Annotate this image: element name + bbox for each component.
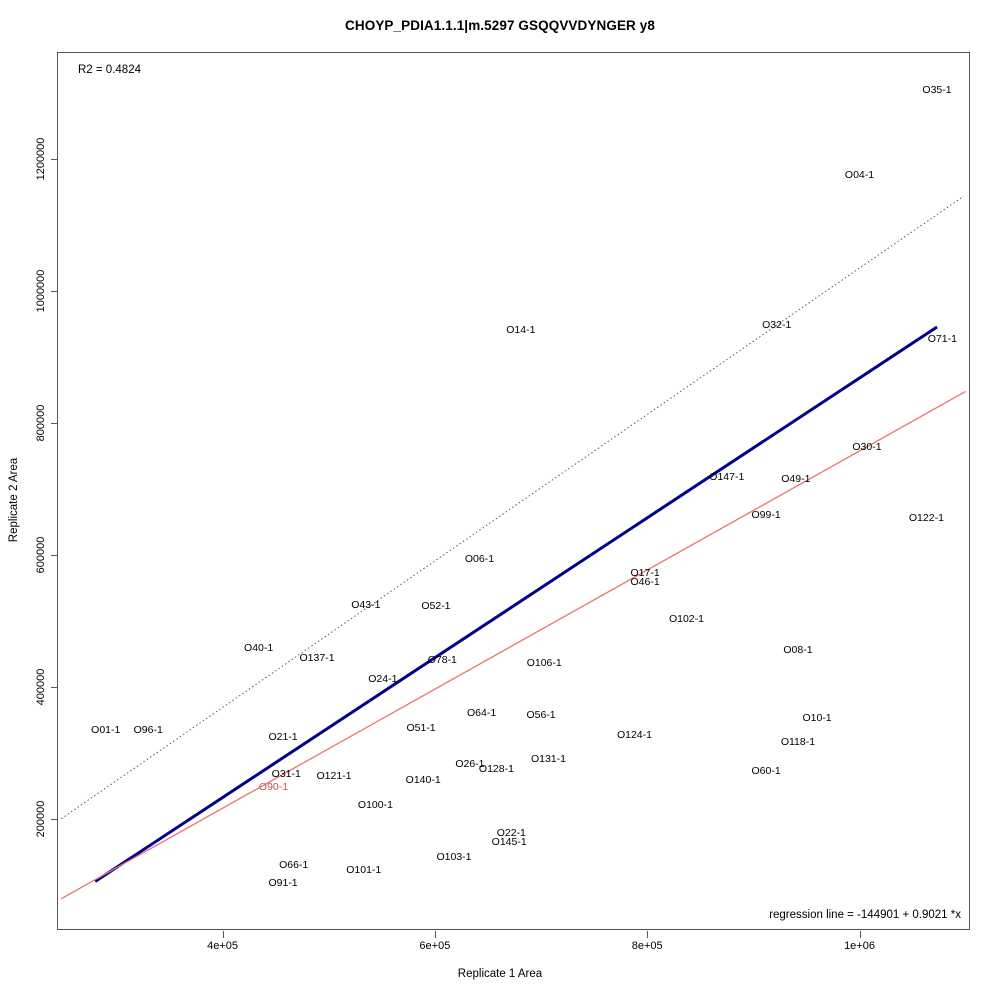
fitted-line	[94, 325, 938, 883]
data-point-label: O99-1	[751, 508, 781, 521]
data-point-label: O106-1	[526, 656, 562, 669]
data-point-label: O46-1	[630, 576, 660, 589]
x-axis-tick	[859, 931, 861, 938]
y-axis-tick	[51, 158, 58, 160]
data-point-label: O06-1	[464, 552, 495, 565]
data-point-label: O30-1	[852, 440, 882, 453]
data-point-label: O04-1	[844, 168, 875, 181]
y-axis-tick	[51, 554, 58, 556]
data-point-label: O122-1	[908, 512, 944, 525]
data-point-label: O10-1	[802, 712, 832, 725]
data-point-label: O66-1	[279, 858, 309, 871]
data-point-label: O21-1	[268, 730, 298, 743]
x-axis-tick-label: 8e+05	[631, 940, 663, 952]
y-axis-tick	[51, 290, 58, 292]
page-title: CHOYP_PDIA1.1.1|m.5297 GSQQVVDYNGER y8	[345, 18, 655, 33]
y-axis-tick-label: 1000000	[35, 269, 47, 313]
data-point-label: O14-1	[506, 324, 536, 336]
y-axis-tick-label: 200000	[35, 800, 47, 838]
data-point-label: O43-1	[351, 598, 381, 611]
data-point-label: O35-1	[922, 83, 952, 96]
data-point-label: O01-1	[91, 724, 121, 737]
data-point-label: O102-1	[668, 612, 704, 625]
data-point-label: O51-1	[406, 721, 436, 734]
plot-area: O35-1 O04-1 O14-1 O32-1 O71-1 O30-1 O147-1 O49-…	[35, 52, 970, 952]
data-point-label: O22-1	[496, 827, 526, 840]
data-point-label: O71-1	[927, 332, 957, 345]
data-point-label: O124-1	[616, 728, 652, 741]
data-point-label: O49-1	[781, 472, 811, 485]
regression-line	[60, 390, 967, 900]
data-point-label: O147-1	[709, 470, 745, 483]
x-axis-tick	[647, 931, 649, 938]
regression-equation-annotation: regression line = -144901 + 0.9021 *x	[769, 909, 961, 921]
data-point-label: O90-1	[258, 780, 289, 793]
data-point-label: O145-1	[491, 835, 527, 848]
y-axis-tick-label: 1200000	[35, 137, 47, 181]
data-point-label: O17-1	[630, 566, 660, 579]
y-axis-label: Replicate 2 Area	[8, 457, 20, 543]
data-point-label: O40-1	[244, 642, 274, 655]
data-point-label: O91-1	[268, 876, 298, 889]
data-point-label: O31-1	[271, 767, 301, 780]
identity-line	[60, 195, 964, 820]
x-axis-tick	[222, 931, 224, 938]
y-axis-tick-label: 600000	[35, 536, 47, 574]
data-point-label: O64-1	[466, 706, 497, 719]
data-point-label: O121-1	[316, 769, 352, 782]
x-axis-label: Replicate 1 Area	[457, 968, 543, 980]
data-point-label: O131-1	[530, 752, 566, 765]
data-point-label: O137-1	[299, 652, 335, 665]
data-point-label: O128-1	[478, 763, 514, 775]
data-point-label: O56-1	[526, 708, 556, 721]
x-axis-tick	[434, 931, 436, 938]
data-point-label: O32-1	[762, 318, 792, 331]
x-axis-tick-label: 1e+06	[844, 940, 875, 952]
x-axis-tick-label: 6e+05	[419, 940, 451, 952]
y-axis-tick	[51, 686, 58, 688]
y-axis-tick-label: 400000	[35, 668, 47, 706]
data-point-label: O140-1	[405, 773, 441, 786]
data-point-label: O08-1	[783, 644, 813, 657]
data-point-label: O52-1	[421, 599, 451, 612]
data-point-label: O24-1	[368, 672, 398, 685]
data-point-label: O101-1	[346, 864, 382, 877]
regression-lines-layer	[60, 195, 967, 900]
x-axis-tick-label: 4e+05	[207, 940, 238, 952]
data-point-label: O60-1	[751, 764, 781, 777]
data-point-label: O26-1	[455, 757, 485, 770]
data-point-label: O118-1	[780, 735, 816, 748]
y-axis-tick-label: 800000	[35, 404, 47, 442]
y-axis-tick	[51, 818, 58, 820]
data-point-label: O96-1	[133, 724, 163, 737]
r2-annotation: R2 = 0.4824	[78, 64, 141, 76]
y-axis-tick	[51, 422, 58, 424]
data-point-label: O78-1	[427, 653, 457, 666]
data-point-label: O100-1	[357, 798, 393, 811]
data-point-label: O103-1	[436, 850, 472, 863]
